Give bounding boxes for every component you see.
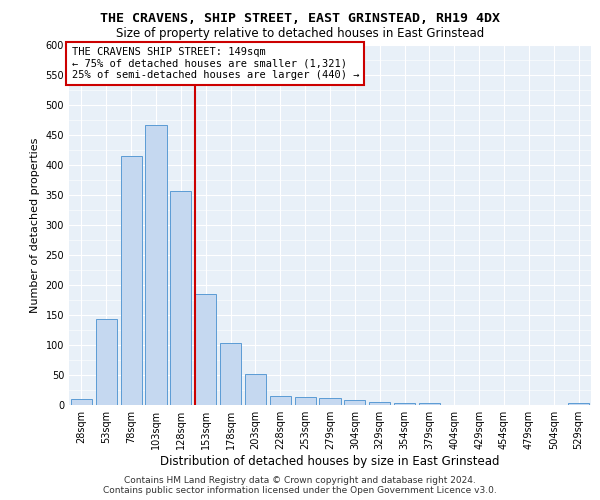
Bar — [195, 294, 216, 405]
Bar — [170, 192, 191, 405]
Bar — [270, 396, 291, 405]
Text: THE CRAVENS SHIP STREET: 149sqm
← 75% of detached houses are smaller (1,321)
25%: THE CRAVENS SHIP STREET: 149sqm ← 75% of… — [71, 47, 359, 80]
X-axis label: Distribution of detached houses by size in East Grinstead: Distribution of detached houses by size … — [160, 455, 500, 468]
Bar — [121, 156, 142, 405]
Bar — [319, 398, 341, 405]
Text: THE CRAVENS, SHIP STREET, EAST GRINSTEAD, RH19 4DX: THE CRAVENS, SHIP STREET, EAST GRINSTEAD… — [100, 12, 500, 26]
Bar — [394, 402, 415, 405]
Bar — [145, 126, 167, 405]
Bar — [220, 343, 241, 405]
Bar — [295, 397, 316, 405]
Bar — [419, 403, 440, 405]
Text: Size of property relative to detached houses in East Grinstead: Size of property relative to detached ho… — [116, 28, 484, 40]
Bar — [71, 399, 92, 405]
Bar — [96, 319, 117, 405]
Bar — [245, 374, 266, 405]
Y-axis label: Number of detached properties: Number of detached properties — [30, 138, 40, 312]
Bar — [568, 402, 589, 405]
Bar — [344, 400, 365, 405]
Text: Contains HM Land Registry data © Crown copyright and database right 2024.
Contai: Contains HM Land Registry data © Crown c… — [103, 476, 497, 495]
Bar — [369, 402, 390, 405]
